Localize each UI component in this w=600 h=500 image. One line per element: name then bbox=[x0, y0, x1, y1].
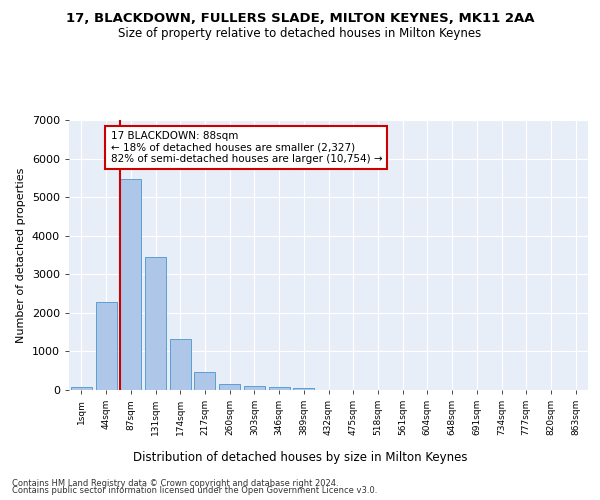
Bar bbox=[194, 372, 215, 390]
Bar bbox=[170, 339, 191, 390]
Text: Distribution of detached houses by size in Milton Keynes: Distribution of detached houses by size … bbox=[133, 451, 467, 464]
Bar bbox=[293, 388, 314, 390]
Bar bbox=[269, 388, 290, 390]
Bar bbox=[95, 302, 116, 390]
Bar bbox=[145, 257, 166, 390]
Text: 17, BLACKDOWN, FULLERS SLADE, MILTON KEYNES, MK11 2AA: 17, BLACKDOWN, FULLERS SLADE, MILTON KEY… bbox=[66, 12, 534, 26]
Bar bbox=[219, 384, 240, 390]
Text: Contains public sector information licensed under the Open Government Licence v3: Contains public sector information licen… bbox=[12, 486, 377, 495]
Text: 17 BLACKDOWN: 88sqm
← 18% of detached houses are smaller (2,327)
82% of semi-det: 17 BLACKDOWN: 88sqm ← 18% of detached ho… bbox=[110, 131, 382, 164]
Bar bbox=[244, 386, 265, 390]
Y-axis label: Number of detached properties: Number of detached properties bbox=[16, 168, 26, 342]
Text: Contains HM Land Registry data © Crown copyright and database right 2024.: Contains HM Land Registry data © Crown c… bbox=[12, 478, 338, 488]
Text: Size of property relative to detached houses in Milton Keynes: Size of property relative to detached ho… bbox=[118, 28, 482, 40]
Bar bbox=[120, 178, 141, 390]
Bar bbox=[71, 387, 92, 390]
